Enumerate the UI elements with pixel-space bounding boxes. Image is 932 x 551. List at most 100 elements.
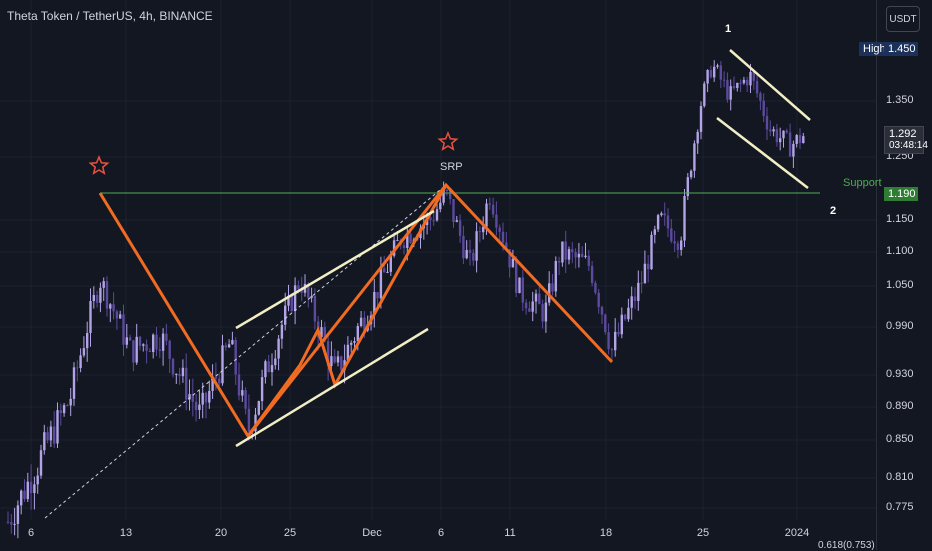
current-price-badge: 1.292 03:48:14 bbox=[884, 126, 928, 154]
candle-body bbox=[6, 521, 10, 523]
candle-body bbox=[554, 261, 557, 292]
price-chart bbox=[0, 0, 876, 539]
candle-body bbox=[703, 83, 706, 107]
candle-body bbox=[584, 255, 587, 257]
candle-body bbox=[310, 295, 313, 298]
candle-body bbox=[376, 292, 379, 299]
wave-label-1: 1 bbox=[725, 23, 732, 35]
candle-body bbox=[581, 253, 584, 257]
candle-body bbox=[465, 249, 468, 259]
candle-body bbox=[171, 358, 175, 375]
candle-body bbox=[128, 337, 132, 341]
candle-body bbox=[135, 336, 138, 363]
channel-lower bbox=[235, 327, 429, 448]
candle-body bbox=[567, 249, 571, 260]
candle-body bbox=[696, 131, 699, 144]
candle-body bbox=[241, 390, 244, 396]
candle-body bbox=[26, 481, 29, 500]
candle-body bbox=[115, 311, 119, 319]
y-tick-label: 1.150 bbox=[886, 213, 914, 225]
candle-body bbox=[699, 106, 703, 132]
candle-body bbox=[138, 336, 142, 346]
candle-body bbox=[686, 177, 689, 197]
candle-body bbox=[600, 307, 604, 315]
candle-body bbox=[521, 277, 524, 303]
candle-body bbox=[148, 350, 152, 353]
y-tick-label: 0.850 bbox=[886, 433, 914, 445]
inner-zigzag-line bbox=[246, 184, 448, 437]
candle-body bbox=[663, 213, 666, 216]
candle-body bbox=[359, 317, 363, 327]
candle-body bbox=[53, 426, 56, 444]
candle-body bbox=[320, 327, 323, 338]
candle-body bbox=[762, 100, 765, 117]
candle-body bbox=[379, 268, 383, 299]
candle-body bbox=[300, 289, 303, 293]
candle-body bbox=[488, 203, 491, 205]
candle-body bbox=[109, 304, 112, 309]
candle-body bbox=[561, 241, 564, 263]
candle-body bbox=[142, 344, 145, 346]
candle-body bbox=[614, 331, 617, 351]
candle-body bbox=[178, 373, 181, 377]
candle-body bbox=[755, 80, 759, 94]
candle-body bbox=[363, 317, 366, 331]
candle-body bbox=[105, 281, 109, 309]
candle-body bbox=[432, 220, 435, 222]
candle-body bbox=[736, 82, 739, 88]
y-tick-label: 1.100 bbox=[886, 245, 914, 257]
candle-body bbox=[373, 292, 376, 316]
candle-body bbox=[673, 241, 676, 244]
candle-body bbox=[224, 345, 227, 348]
candle-body bbox=[326, 341, 330, 366]
candle-body bbox=[524, 302, 528, 309]
candle-body bbox=[607, 332, 610, 350]
candle-body bbox=[785, 130, 788, 133]
candle-body bbox=[491, 204, 495, 215]
candle-body bbox=[20, 490, 23, 506]
candle-body bbox=[574, 252, 577, 258]
candle-body bbox=[706, 70, 709, 84]
y-tick-label: 0.890 bbox=[886, 400, 914, 412]
candle-body bbox=[650, 234, 653, 270]
candle-body bbox=[383, 268, 386, 273]
candle-body bbox=[587, 255, 590, 266]
candle-body bbox=[293, 285, 297, 312]
candle-body bbox=[726, 80, 729, 100]
candle-body bbox=[161, 333, 165, 351]
candle-body bbox=[534, 293, 538, 302]
candle-body bbox=[287, 295, 290, 306]
candle-body bbox=[571, 249, 574, 253]
candle-body bbox=[406, 233, 409, 248]
candle-body bbox=[290, 295, 293, 312]
candle-body bbox=[590, 265, 594, 283]
candle-body bbox=[211, 376, 214, 391]
candle-body bbox=[620, 314, 623, 335]
x-tick-label: Dec bbox=[362, 527, 382, 539]
candle-body bbox=[264, 361, 267, 378]
candle-body bbox=[227, 344, 231, 348]
candle-body bbox=[716, 65, 719, 67]
candle-body bbox=[234, 340, 237, 375]
candle-body bbox=[752, 71, 755, 81]
candle-body bbox=[158, 349, 161, 351]
candle-body bbox=[201, 392, 204, 405]
candle-body bbox=[409, 233, 412, 243]
y-tick-label: 0.775 bbox=[886, 501, 914, 513]
candle-body bbox=[92, 295, 95, 301]
candle-body bbox=[274, 358, 277, 366]
dashed-trendline bbox=[44, 184, 447, 519]
candle-body bbox=[356, 326, 359, 342]
candle-body bbox=[693, 143, 696, 171]
candle-body bbox=[86, 332, 89, 349]
current-price: 1.292 bbox=[889, 128, 917, 140]
candle-body bbox=[122, 314, 125, 345]
candle-body bbox=[36, 475, 39, 485]
candle-body bbox=[498, 227, 501, 232]
candle-body bbox=[198, 404, 201, 410]
chart-title: Theta Token / TetherUS, 4h, BINANCE bbox=[7, 9, 213, 23]
candle-body bbox=[76, 367, 79, 369]
candle-body bbox=[478, 231, 482, 233]
candle-body bbox=[336, 356, 340, 363]
currency-button[interactable]: USDT bbox=[886, 6, 920, 32]
